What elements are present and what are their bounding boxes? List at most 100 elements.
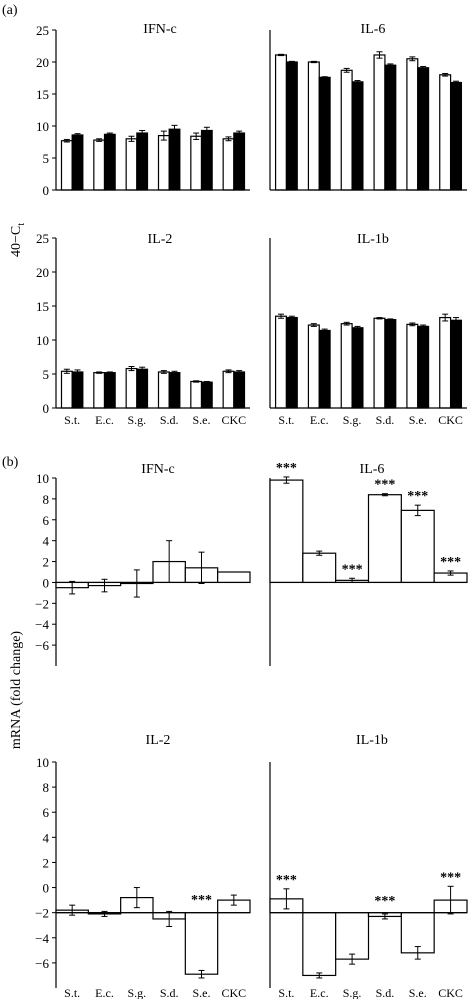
bar — [384, 64, 397, 191]
bar — [190, 380, 203, 409]
bar — [439, 316, 452, 409]
bar — [60, 370, 73, 409]
y-tick-label: 20 — [36, 265, 49, 280]
significance-mark: *** — [407, 489, 428, 504]
panel-label-a: (a) — [2, 3, 18, 18]
bar — [449, 81, 463, 191]
y-tick-label: 15 — [36, 299, 49, 314]
bar — [184, 912, 219, 975]
x-tick-label: S.d. — [160, 413, 179, 427]
chart-title: IL-1b — [356, 733, 388, 748]
bar — [340, 69, 353, 191]
bar — [449, 319, 463, 409]
bar — [274, 54, 288, 191]
x-tick-label: S.t. — [64, 413, 80, 427]
y-tick-label: 8 — [43, 492, 50, 507]
bar — [200, 381, 213, 409]
bar — [302, 552, 337, 584]
bar — [400, 509, 435, 584]
chart-title: IL-2 — [148, 232, 173, 247]
chart-title: IL-2 — [146, 733, 171, 748]
x-tick-label: E.c. — [310, 986, 329, 999]
x-tick-label: E.c. — [95, 986, 114, 999]
y-tick-label: 6 — [43, 513, 50, 528]
bar — [373, 317, 386, 409]
significance-mark: *** — [191, 893, 212, 908]
bar — [60, 140, 73, 191]
chart-b-il6: IL-6*************** — [269, 461, 468, 666]
y-tick-label: 5 — [43, 151, 50, 166]
y-tick-label: 4 — [43, 830, 50, 845]
bar — [136, 132, 149, 191]
x-tick-label: E.c. — [95, 413, 114, 427]
x-tick-label: S.d. — [160, 986, 179, 999]
bar — [125, 138, 138, 191]
y-axis-label-a: 40−Ct — [9, 223, 27, 257]
bar — [269, 479, 304, 584]
y-tick-label: 0 — [43, 401, 50, 416]
bar — [157, 371, 170, 409]
significance-mark: *** — [342, 562, 363, 577]
y-tick-label: 10 — [36, 119, 49, 134]
x-tick-label: CKC — [438, 413, 463, 427]
chart-title: IL-1b — [357, 232, 389, 247]
bar — [274, 315, 288, 409]
y-tick-label: 5 — [43, 367, 50, 382]
bar — [367, 494, 402, 584]
x-tick-label: E.c. — [310, 413, 329, 427]
y-tick-label: −2 — [35, 596, 49, 611]
bar — [168, 372, 181, 409]
bar — [439, 74, 452, 191]
bar — [417, 67, 430, 191]
x-tick-label: CKC — [438, 986, 463, 999]
bar — [125, 367, 138, 409]
bar — [285, 61, 298, 191]
significance-mark: *** — [276, 461, 297, 476]
x-tick-label: S.g. — [127, 413, 146, 427]
y-tick-label: 0 — [43, 575, 50, 590]
chart-title: IFN-c — [143, 22, 176, 37]
x-tick-label: S.g. — [127, 986, 146, 999]
bar — [93, 372, 106, 409]
y-tick-label: 8 — [43, 780, 50, 795]
y-tick-label: 25 — [36, 23, 49, 38]
bar — [406, 58, 419, 191]
y-tick-label: 10 — [36, 755, 49, 770]
y-tick-label: −6 — [35, 956, 49, 971]
chart-a-ifn: IFN-c 0 5 10 15 20 25 — [36, 22, 250, 198]
chart-b-il2: IL-2 −6 −4 −2 0 2 4 6 8 10 *** S.t. E.c. S.g. S.d. S.e.… — [35, 733, 251, 999]
bar — [71, 134, 84, 191]
x-tick-label: S.e. — [409, 986, 427, 999]
chart-b-ifn: IFN-c −6 −4 −2 0 2 4 6 8 10 — [35, 462, 251, 666]
x-tick-label: S.e. — [193, 413, 211, 427]
x-tick-label: S.e. — [409, 413, 427, 427]
bar — [302, 912, 337, 977]
bar — [222, 138, 235, 191]
bar — [340, 323, 353, 409]
bar — [406, 323, 419, 409]
y-axis-label-a-subscript: t — [16, 223, 27, 226]
bar — [373, 54, 386, 191]
y-axis-label-b: mRNA (fold change) — [9, 631, 24, 750]
x-tick-label: S.t. — [278, 986, 294, 999]
bar — [71, 371, 84, 409]
bar — [233, 132, 246, 191]
y-tick-label: 15 — [36, 87, 49, 102]
bar — [103, 133, 116, 191]
bar — [103, 372, 116, 409]
bar — [318, 76, 331, 191]
bar — [351, 81, 364, 191]
x-tick-label: S.g. — [343, 413, 362, 427]
bar — [200, 129, 213, 191]
x-tick-label: S.t. — [64, 986, 80, 999]
y-tick-label: −4 — [35, 617, 49, 632]
bar — [384, 319, 397, 409]
y-tick-label: 0 — [43, 183, 50, 198]
chart-b-il1b: IL-1b *** *** *** S.t. E.c. S.g. S.d. S.e. CKC — [269, 733, 468, 999]
x-tick-label: S.d. — [376, 413, 395, 427]
bar — [307, 324, 320, 409]
chart-a-il2: IL-2 0 5 10 15 20 25 S.t. E.c. S.g. S.d. S.e. CKC — [36, 231, 250, 427]
bar — [335, 912, 370, 960]
